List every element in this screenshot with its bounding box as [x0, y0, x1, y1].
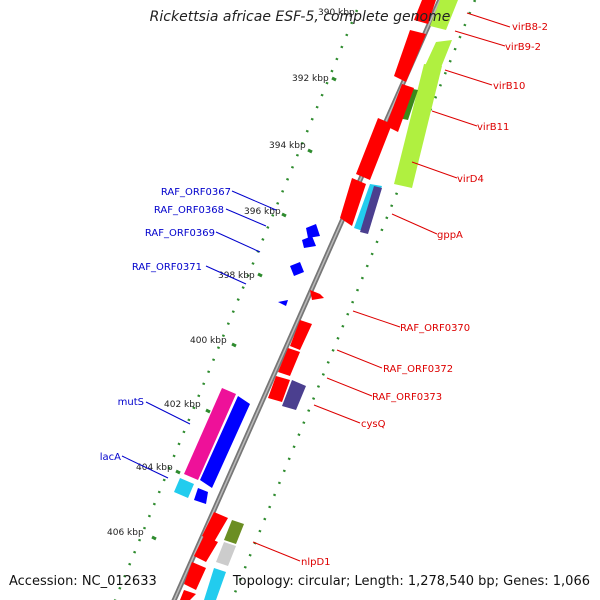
forward-cds-upper [340, 0, 436, 226]
gene-laca-blue [194, 488, 208, 504]
map-title: Rickettsia africae ESF-5, complete genom… [149, 9, 451, 25]
tick-label: 398 kbp [218, 271, 255, 281]
feature-ring-left [113, 9, 359, 600]
tick-label: 392 kbp [292, 74, 329, 84]
gene-label: virB8-2 [512, 22, 548, 33]
accession-label: Accession: NC_012633 [9, 574, 157, 589]
left-gene-labels: RAF_ORF0367 RAF_ORF0368 RAF_ORF0369 RAF_… [100, 187, 231, 463]
gene-label: cysQ [361, 419, 386, 430]
gene-label: virD4 [457, 174, 484, 185]
gene-label: virB10 [493, 81, 525, 92]
gene-raf-orf0370 [310, 290, 324, 300]
right-gene-labels: virB8-2 virB9-2 virB10 virB11 virD4 gppA… [301, 22, 548, 568]
topology-label: Topology: circular; Length: 1,278,540 bp… [232, 574, 590, 589]
tick-label: 402 kbp [164, 400, 201, 410]
tick-label: 404 kbp [136, 463, 173, 473]
feature-ring-right [230, 0, 477, 600]
purple-gene [360, 186, 382, 234]
left-label-leaders [121, 190, 277, 479]
gene-label: RAF_ORF0370 [400, 323, 470, 334]
gene-label: virB9-2 [505, 42, 541, 53]
gene-label: RAF_ORF0371 [132, 262, 202, 273]
tick-label: 390 kbp [318, 8, 355, 18]
gene-olive [224, 520, 244, 544]
forward-cds-middle [268, 320, 312, 402]
gene-label: gppA [437, 230, 463, 241]
gene-blue-large [200, 396, 250, 488]
genome-backbone [171, 0, 443, 600]
gene-label: RAF_ORF0369 [145, 228, 215, 239]
tick-labels: 390 kbp 392 kbp 394 kbp 396 kbp 398 kbp … [107, 8, 355, 538]
tick-label: 406 kbp [107, 528, 144, 538]
tick-label: 394 kbp [269, 141, 306, 151]
gene-grey [216, 542, 236, 566]
tick-label: 400 kbp [190, 336, 227, 346]
gene-label: RAF_ORF0373 [372, 392, 442, 403]
major-ticks [151, 76, 337, 541]
tick-label: 396 kbp [244, 207, 281, 217]
gene-cyan-lower [204, 568, 226, 600]
gene-raf-orf0373-purple [282, 380, 306, 410]
right-label-leaders [252, 12, 511, 562]
reverse-cds-blue [278, 224, 320, 306]
gene-label: RAF_ORF0372 [383, 364, 453, 375]
forward-cds-lower [180, 512, 228, 600]
gene-muts [184, 388, 236, 480]
gene-label: RAF_ORF0368 [154, 205, 224, 216]
gene-label: virB11 [477, 122, 509, 133]
gene-label: lacA [100, 452, 121, 463]
gene-label: RAF_ORF0367 [161, 187, 231, 198]
gene-label: mutS [118, 397, 144, 408]
gene-label: nlpD1 [301, 557, 331, 568]
gene-laca [174, 478, 194, 498]
